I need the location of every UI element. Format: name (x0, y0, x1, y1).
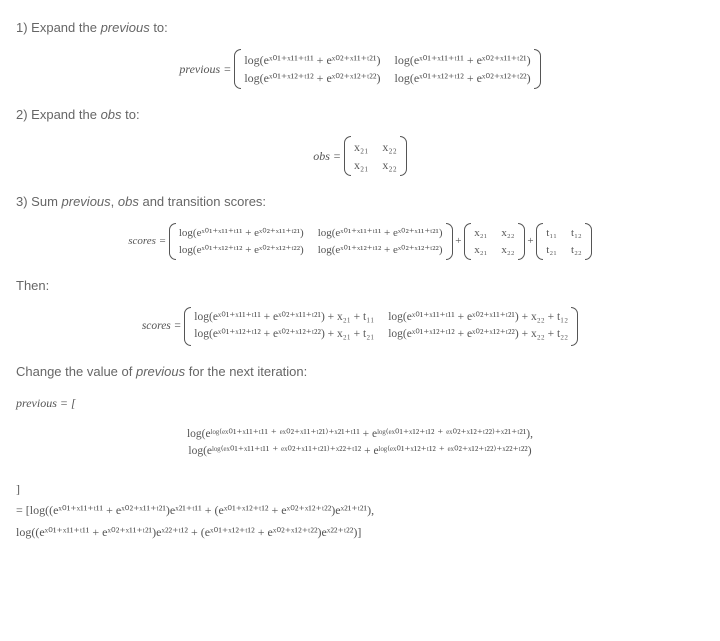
t-c11: t₁₁ (546, 225, 557, 242)
scores-prev-matrix: log(eˣ⁰¹⁺ˣ¹¹⁺ᵗ¹¹ + eˣ⁰²⁺ˣ¹¹⁺ᵗ²¹) log(eˣ⁰… (169, 223, 453, 260)
step2-em: obs (101, 107, 122, 122)
so-c22: x₂₂ (501, 242, 514, 259)
eq-scores-result: scores = log(eˣ⁰¹⁺ˣ¹¹⁺ᵗ¹¹ + eˣ⁰²⁺ˣ¹¹⁺ᵗ²¹… (16, 307, 704, 346)
prev-c12: log(eˣ⁰¹⁺ˣ¹¹⁺ᵗ¹¹ + eˣ⁰²⁺ˣ¹¹⁺ᵗ²¹) (394, 51, 530, 69)
scores-obs-matrix: x₂₁ x₂₂ x₂₁ x₂₂ (464, 223, 524, 260)
step-1-text: 1) Expand the previous to: (16, 20, 704, 35)
prev-open-label: previous = [ (16, 396, 76, 410)
final-l1: = [log((eˣ⁰¹⁺ˣ¹¹⁺ᵗ¹¹ + eˣ⁰²⁺ˣ¹¹⁺ᵗ²¹)eˣ²¹… (16, 500, 704, 522)
step3-tail: and transition scores: (139, 194, 266, 209)
step3-em1: previous (62, 194, 111, 209)
sr-c12: log(eˣ⁰¹⁺ˣ¹¹⁺ᵗ¹¹ + eˣ⁰²⁺ˣ¹¹⁺ᵗ²¹) + x₂₂ +… (388, 309, 568, 326)
scores-result-matrix: log(eˣ⁰¹⁺ˣ¹¹⁺ᵗ¹¹ + eˣ⁰²⁺ˣ¹¹⁺ᵗ²¹) + x₂₁ +… (184, 307, 578, 346)
eq-previous: previous = log(eˣ⁰¹⁺ˣ¹¹⁺ᵗ¹¹ + eˣ⁰²⁺ˣ¹¹⁺ᵗ… (16, 49, 704, 89)
prev-open: previous = [ (16, 393, 704, 415)
prev-c22: log(eˣ⁰¹⁺ˣ¹²⁺ᵗ¹² + eˣ⁰²⁺ˣ¹²⁺ᵗ²²) (394, 69, 530, 87)
final-l2: log((eˣ⁰¹⁺ˣ¹¹⁺ᵗ¹¹ + eˣ⁰²⁺ˣ¹¹⁺ᵗ²¹)eˣ²²⁺ᵗ¹… (16, 522, 704, 544)
sr-c21: log(eˣ⁰¹⁺ˣ¹²⁺ᵗ¹² + eˣ⁰²⁺ˣ¹²⁺ᵗ²²) + x₂₁ +… (194, 326, 374, 343)
eq-obs: obs = x₂₁ x₂₂ x₂₁ x₂₂ (16, 136, 704, 176)
scores-label-2: scores = (142, 318, 182, 335)
prev-c21: log(eˣ⁰¹⁺ˣ¹²⁺ᵗ¹² + eˣ⁰²⁺ˣ¹²⁺ᵗ²²) (244, 69, 380, 87)
sp-c11: log(eˣ⁰¹⁺ˣ¹¹⁺ᵗ¹¹ + eˣ⁰²⁺ˣ¹¹⁺ᵗ²¹) (179, 225, 304, 242)
sr-c22: log(eˣ⁰¹⁺ˣ¹²⁺ᵗ¹² + eˣ⁰²⁺ˣ¹²⁺ᵗ²²) + x₂₂ +… (388, 326, 568, 343)
change-prefix: Change the value of (16, 364, 136, 379)
obs-c22: x₂₂ (382, 156, 396, 174)
step3-mid: , (111, 194, 118, 209)
step3-em2: obs (118, 194, 139, 209)
change-text: Change the value of previous for the nex… (16, 364, 704, 379)
step2-tail: to: (122, 107, 140, 122)
previous-matrix: log(eˣ⁰¹⁺ˣ¹¹⁺ᵗ¹¹ + eˣ⁰²⁺ˣ¹¹⁺ᵗ²¹) log(eˣ⁰… (234, 49, 540, 89)
scores-label: scores = (128, 233, 166, 250)
eq-nested: log(eˡᵒᵍ⁽ᵉˣ⁰¹⁺ˣ¹¹⁺ᵗ¹¹ ⁺ ᵉˣ⁰²⁺ˣ¹¹⁺ᵗ²¹⁾⁺ˣ²… (16, 426, 704, 461)
sp-c21: log(eˣ⁰¹⁺ˣ¹²⁺ᵗ¹² + eˣ⁰²⁺ˣ¹²⁺ᵗ²²) (179, 242, 304, 259)
plus1: + (455, 233, 461, 250)
t-c12: t₁₂ (571, 225, 582, 242)
nested-l2: log(eˡᵒᵍ⁽ᵉˣ⁰¹⁺ˣ¹¹⁺ᵗ¹¹ ⁺ ᵉˣ⁰²⁺ˣ¹¹⁺ᵗ²¹⁾⁺ˣ²… (16, 443, 704, 460)
prev-c11: log(eˣ⁰¹⁺ˣ¹¹⁺ᵗ¹¹ + eˣ⁰²⁺ˣ¹¹⁺ᵗ²¹) (244, 51, 380, 69)
so-c21: x₂₁ (474, 242, 487, 259)
plus2: + (527, 233, 533, 250)
scores-t-matrix: t₁₁ t₁₂ t₂₁ t₂₂ (536, 223, 591, 260)
change-em: previous (136, 364, 185, 379)
eq-scores: scores = log(eˣ⁰¹⁺ˣ¹¹⁺ᵗ¹¹ + eˣ⁰²⁺ˣ¹¹⁺ᵗ²¹… (16, 223, 704, 260)
t-c22: t₂₂ (571, 242, 582, 259)
step1-em: previous (101, 20, 150, 35)
step2-prefix: 2) Expand the (16, 107, 101, 122)
sp-c22: log(eˣ⁰¹⁺ˣ¹²⁺ᵗ¹² + eˣ⁰²⁺ˣ¹²⁺ᵗ²²) (318, 242, 443, 259)
sr-c11: log(eˣ⁰¹⁺ˣ¹¹⁺ᵗ¹¹ + eˣ⁰²⁺ˣ¹¹⁺ᵗ²¹) + x₂₁ +… (194, 309, 374, 326)
change-tail: for the next iteration: (185, 364, 307, 379)
step1-tail: to: (150, 20, 168, 35)
nested-l1: log(eˡᵒᵍ⁽ᵉˣ⁰¹⁺ˣ¹¹⁺ᵗ¹¹ ⁺ ᵉˣ⁰²⁺ˣ¹¹⁺ᵗ²¹⁾⁺ˣ²… (16, 426, 704, 443)
close-br: ] (16, 479, 704, 501)
step-2-text: 2) Expand the obs to: (16, 107, 704, 122)
step-3-text: 3) Sum previous, obs and transition scor… (16, 194, 704, 209)
sp-c12: log(eˣ⁰¹⁺ˣ¹¹⁺ᵗ¹¹ + eˣ⁰²⁺ˣ¹¹⁺ᵗ²¹) (318, 225, 443, 242)
so-c12: x₂₂ (501, 225, 514, 242)
obs-label: obs = (313, 147, 341, 165)
then-text: Then: (16, 278, 704, 293)
obs-matrix: x₂₁ x₂₂ x₂₁ x₂₂ (344, 136, 407, 176)
obs-c11: x₂₁ (354, 138, 368, 156)
eq-final: = [log((eˣ⁰¹⁺ˣ¹¹⁺ᵗ¹¹ + eˣ⁰²⁺ˣ¹¹⁺ᵗ²¹)eˣ²¹… (16, 500, 704, 543)
obs-c12: x₂₂ (382, 138, 396, 156)
previous-label: previous = (179, 60, 231, 78)
t-c21: t₂₁ (546, 242, 557, 259)
obs-c21: x₂₁ (354, 156, 368, 174)
so-c11: x₂₁ (474, 225, 487, 242)
step1-prefix: 1) Expand the (16, 20, 101, 35)
step3-prefix: 3) Sum (16, 194, 62, 209)
